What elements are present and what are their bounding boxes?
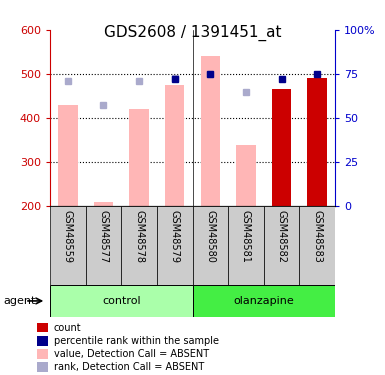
Text: GDS2608 / 1391451_at: GDS2608 / 1391451_at bbox=[104, 24, 281, 40]
Bar bbox=[228, 206, 264, 285]
Text: count: count bbox=[54, 323, 81, 333]
Bar bbox=[37, 349, 47, 359]
Text: GSM48559: GSM48559 bbox=[63, 210, 73, 263]
Text: control: control bbox=[102, 296, 141, 306]
Bar bbox=[50, 206, 85, 285]
Bar bbox=[272, 90, 291, 206]
Bar bbox=[58, 105, 78, 206]
Bar bbox=[121, 206, 157, 285]
Bar bbox=[37, 323, 47, 333]
Text: percentile rank within the sample: percentile rank within the sample bbox=[54, 336, 219, 346]
Text: GSM48577: GSM48577 bbox=[99, 210, 109, 263]
Bar bbox=[307, 78, 327, 206]
Bar bbox=[37, 362, 47, 372]
Text: GSM48582: GSM48582 bbox=[276, 210, 286, 263]
Text: agent: agent bbox=[4, 296, 36, 306]
Bar bbox=[300, 206, 335, 285]
Bar bbox=[192, 285, 335, 317]
Text: value, Detection Call = ABSENT: value, Detection Call = ABSENT bbox=[54, 349, 209, 359]
Bar bbox=[165, 85, 184, 206]
Bar bbox=[129, 110, 149, 206]
Text: GSM48580: GSM48580 bbox=[205, 210, 215, 263]
Text: olanzapine: olanzapine bbox=[233, 296, 294, 306]
Bar bbox=[264, 206, 300, 285]
Bar bbox=[192, 206, 228, 285]
Bar bbox=[50, 285, 192, 317]
Text: GSM48579: GSM48579 bbox=[170, 210, 180, 263]
Text: GSM48581: GSM48581 bbox=[241, 210, 251, 263]
Text: GSM48578: GSM48578 bbox=[134, 210, 144, 263]
Text: rank, Detection Call = ABSENT: rank, Detection Call = ABSENT bbox=[54, 362, 204, 372]
Bar bbox=[201, 57, 220, 206]
Text: GSM48583: GSM48583 bbox=[312, 210, 322, 263]
Bar bbox=[37, 336, 47, 346]
Bar bbox=[157, 206, 192, 285]
Bar bbox=[236, 145, 256, 206]
Bar bbox=[85, 206, 121, 285]
Bar bbox=[94, 202, 113, 206]
